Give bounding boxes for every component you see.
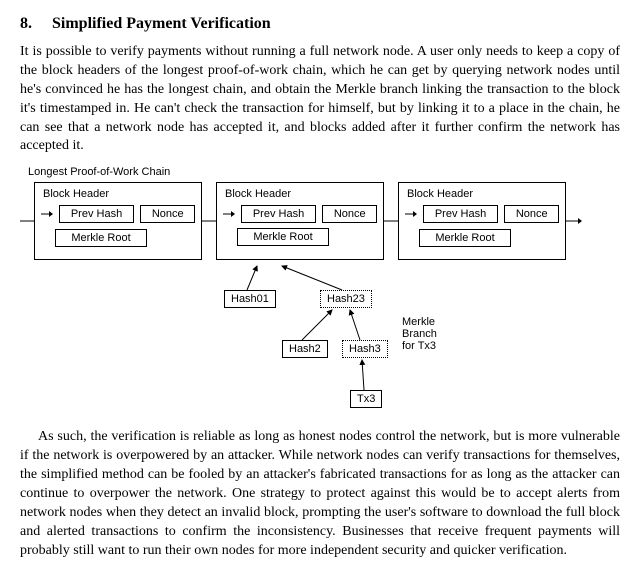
- section-title: Simplified Payment Verification: [52, 15, 271, 32]
- paragraph-2: As such, the verification is reliable as…: [20, 428, 620, 560]
- tx3-node: Tx3: [350, 390, 382, 408]
- block-header-title: Block Header: [43, 188, 195, 200]
- arrow-trail-out: [566, 215, 582, 227]
- prev-hash-box: Prev Hash: [59, 205, 135, 223]
- prev-hash-box: Prev Hash: [241, 205, 317, 223]
- chain-label: Longest Proof-of-Work Chain: [28, 166, 620, 178]
- paragraph-1: It is possible to verify payments withou…: [20, 43, 620, 156]
- block-header-2: Block Header Prev Hash Nonce Merkle Root: [216, 182, 384, 260]
- merkle-tree: Hash01 Hash23 Hash2 Hash3 Tx3 Merkle Bra…: [202, 260, 452, 420]
- hash3-node: Hash3: [342, 340, 388, 358]
- arrow-between-2-3: [384, 215, 398, 227]
- block-header-title: Block Header: [225, 188, 377, 200]
- merkle-branch-label: Merkle Branch for Tx3: [402, 316, 452, 352]
- section-number: 8.: [20, 15, 48, 33]
- arrow-into-prevhash-icon: [405, 209, 417, 219]
- nonce-box: Nonce: [140, 205, 195, 223]
- nonce-box: Nonce: [504, 205, 559, 223]
- spv-diagram: Longest Proof-of-Work Chain Block Header…: [20, 166, 620, 420]
- prev-hash-box: Prev Hash: [423, 205, 499, 223]
- block-header-1: Block Header Prev Hash Nonce Merkle Root: [34, 182, 202, 260]
- merkle-root-box-linked: Merkle Root: [237, 228, 329, 246]
- merkle-root-box: Merkle Root: [55, 229, 147, 247]
- arrow-lead-in: [20, 215, 34, 227]
- merkle-root-box: Merkle Root: [419, 229, 511, 247]
- arrow-into-prevhash-icon: [41, 209, 53, 219]
- arrow-into-prevhash-icon: [223, 209, 235, 219]
- block-header-title: Block Header: [407, 188, 559, 200]
- hash2-node: Hash2: [282, 340, 328, 358]
- blocks-row: Block Header Prev Hash Nonce Merkle Root…: [20, 182, 620, 260]
- block-header-3: Block Header Prev Hash Nonce Merkle Root: [398, 182, 566, 260]
- arrow-between-1-2: [202, 215, 216, 227]
- hash23-node: Hash23: [320, 290, 372, 308]
- section-heading: 8. Simplified Payment Verification: [20, 15, 620, 33]
- hash01-node: Hash01: [224, 290, 276, 308]
- nonce-box: Nonce: [322, 205, 377, 223]
